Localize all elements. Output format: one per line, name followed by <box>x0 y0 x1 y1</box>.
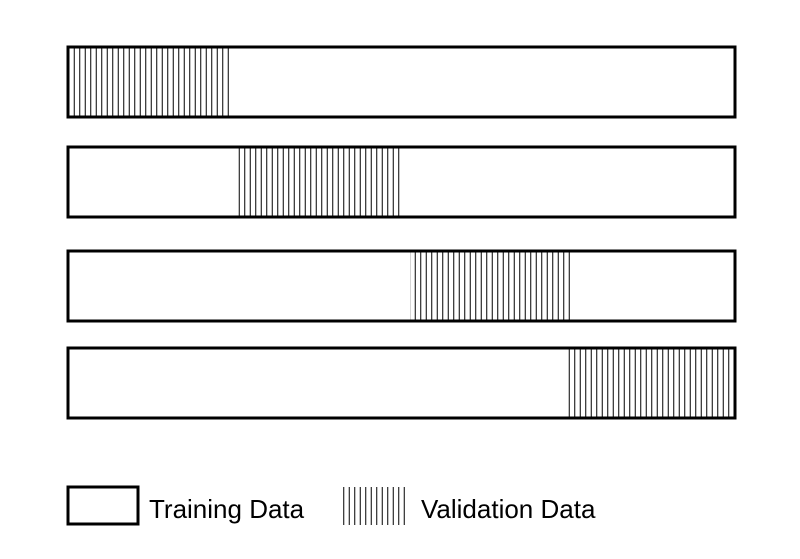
fold-2 <box>66 145 737 219</box>
fold-outline <box>66 45 737 119</box>
training-segment <box>68 147 735 217</box>
fold-1 <box>66 45 737 119</box>
validation-legend-label: Validation Data <box>421 494 596 524</box>
folds-group <box>66 45 737 420</box>
validation-segment <box>68 47 232 117</box>
fold-outline <box>66 249 737 323</box>
training-segment <box>68 251 735 321</box>
training-legend-label: Training Data <box>149 494 305 524</box>
fold-outline <box>66 145 737 219</box>
fold-outline <box>66 346 737 420</box>
validation-legend-swatch <box>339 487 405 525</box>
training-legend-swatch <box>66 485 140 526</box>
fold-3 <box>66 249 737 323</box>
validation-segment <box>566 348 735 418</box>
validation-segment <box>410 251 573 321</box>
legend: Training Data Validation Data <box>66 485 596 526</box>
validation-segment <box>236 147 400 217</box>
fold-4 <box>66 346 737 420</box>
